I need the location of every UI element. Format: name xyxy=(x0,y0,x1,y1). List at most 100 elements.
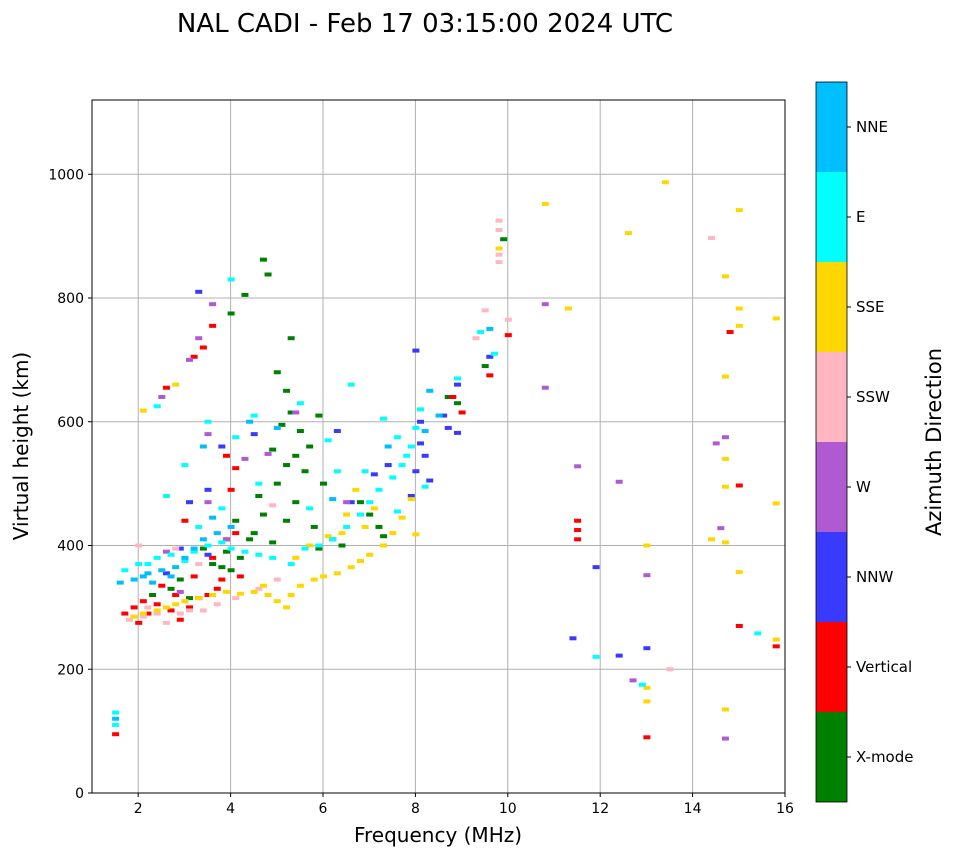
data-point xyxy=(352,487,360,492)
data-point xyxy=(486,373,494,378)
data-point xyxy=(135,543,143,548)
data-point xyxy=(204,432,212,437)
data-point xyxy=(176,617,184,622)
data-point xyxy=(204,487,212,492)
data-point xyxy=(574,518,582,523)
data-point xyxy=(222,549,230,554)
data-point xyxy=(481,308,489,313)
data-point xyxy=(153,602,161,607)
data-point xyxy=(195,289,203,294)
data-point xyxy=(495,227,503,232)
data-point xyxy=(735,570,743,575)
data-point xyxy=(495,252,503,257)
colorbar-segment xyxy=(816,262,847,352)
data-point xyxy=(227,568,235,573)
data-point xyxy=(218,506,226,511)
data-point xyxy=(324,534,332,539)
data-point xyxy=(343,512,351,517)
data-point xyxy=(592,565,600,570)
data-point xyxy=(139,574,147,579)
data-point xyxy=(449,395,457,399)
data-point xyxy=(227,277,235,282)
data-point xyxy=(250,531,258,536)
data-point xyxy=(754,631,762,636)
data-point xyxy=(135,562,143,567)
data-point xyxy=(421,484,429,489)
data-point xyxy=(735,483,743,488)
colorbar-tick-label: NNE xyxy=(856,118,888,136)
y-tick-label: 600 xyxy=(57,415,84,431)
y-tick-label: 0 xyxy=(75,786,84,802)
data-point xyxy=(190,354,198,359)
data-point xyxy=(421,429,429,434)
data-point xyxy=(292,500,300,505)
x-tick-label: 12 xyxy=(591,801,609,817)
data-point xyxy=(241,456,249,461)
data-point xyxy=(380,543,388,548)
data-point xyxy=(370,472,378,477)
x-tick-label: 8 xyxy=(411,801,420,817)
data-point xyxy=(167,574,175,579)
data-point xyxy=(407,494,415,498)
data-point xyxy=(421,453,429,458)
data-point xyxy=(255,481,263,486)
series-nnw xyxy=(162,289,651,658)
data-point xyxy=(393,509,401,514)
colorbar-tick-label: NNW xyxy=(856,568,893,586)
data-point xyxy=(329,497,337,502)
series-vertical xyxy=(112,323,780,740)
data-point xyxy=(176,589,184,594)
data-point xyxy=(574,464,582,469)
data-point xyxy=(426,388,434,393)
data-point xyxy=(315,413,323,418)
data-point xyxy=(158,568,166,573)
data-point xyxy=(241,549,249,554)
data-point xyxy=(310,524,318,529)
chart-title: NAL CADI - Feb 17 03:15:00 2024 UTC xyxy=(177,9,673,39)
x-tick-label: 10 xyxy=(499,801,517,817)
data-point xyxy=(218,444,226,449)
data-point xyxy=(144,611,152,616)
colorbar-segment xyxy=(816,532,847,622)
data-point xyxy=(273,481,281,486)
series-nne xyxy=(112,326,494,721)
data-point xyxy=(199,444,207,449)
data-point xyxy=(144,571,152,576)
colorbar-tick-label: SSE xyxy=(856,298,885,316)
data-point xyxy=(264,593,272,597)
data-point xyxy=(398,463,406,468)
data-point xyxy=(153,404,161,409)
colorbar-tick-label: SSW xyxy=(856,388,890,406)
data-point xyxy=(615,653,623,658)
data-point xyxy=(112,732,120,737)
data-point xyxy=(333,429,341,434)
y-tick-label: 1000 xyxy=(48,167,84,183)
data-point xyxy=(199,345,207,350)
data-point xyxy=(412,348,420,353)
data-point xyxy=(283,518,291,523)
data-point xyxy=(144,562,152,567)
data-point xyxy=(287,336,295,341)
data-point xyxy=(259,512,267,517)
data-point xyxy=(255,494,263,498)
data-point xyxy=(121,568,129,573)
data-point xyxy=(158,583,166,588)
data-point xyxy=(366,512,374,517)
x-tick-label: 4 xyxy=(226,801,235,817)
data-point xyxy=(486,326,494,331)
data-point xyxy=(380,534,388,539)
data-point xyxy=(440,413,448,418)
colorbar-segment xyxy=(816,622,847,712)
data-point xyxy=(176,611,184,616)
data-point xyxy=(721,540,729,545)
x-tick-label: 2 xyxy=(134,801,143,817)
data-point xyxy=(287,410,295,415)
data-point xyxy=(269,447,277,452)
data-point xyxy=(338,531,346,536)
data-point xyxy=(241,292,249,297)
data-point xyxy=(112,722,120,727)
data-point xyxy=(287,593,295,597)
colorbar-segment xyxy=(816,82,847,172)
data-point xyxy=(574,528,582,533)
